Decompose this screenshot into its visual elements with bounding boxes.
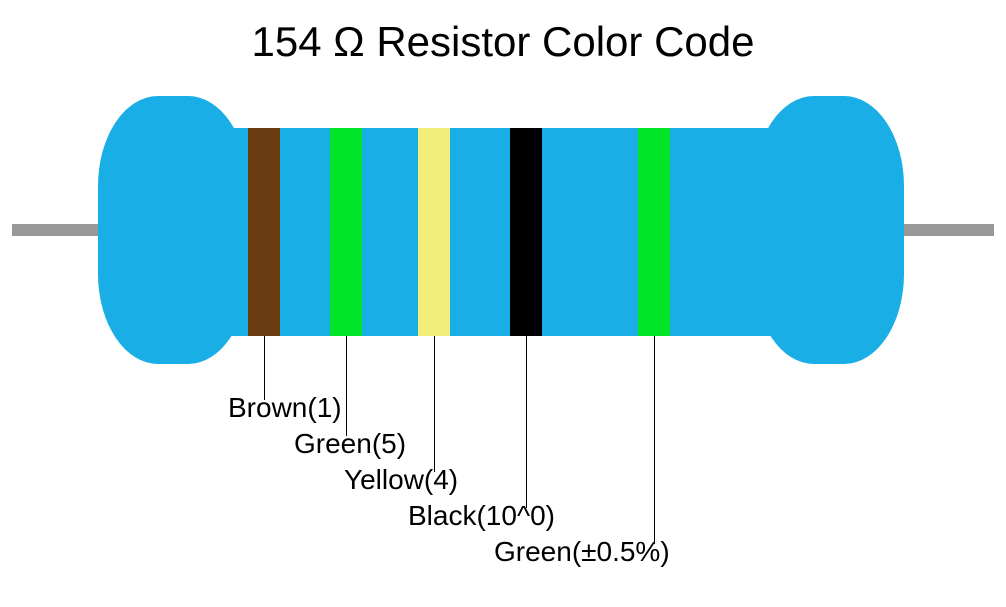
diagram-title: 154 Ω Resistor Color Code [0,18,1006,66]
band-3 [418,128,450,336]
band-3-label: Yellow(4) [344,464,458,496]
band-4-label: Black(10^0) [408,500,555,532]
band-1-label: Brown(1) [228,392,342,424]
band-2-leader [346,336,347,436]
band-3-leader [434,336,435,472]
band-1-leader [264,336,265,400]
diagram-canvas: 154 Ω Resistor Color Code Brown(1) Green(… [0,0,1006,607]
band-1 [248,128,280,336]
band-2 [330,128,362,336]
band-4-leader [526,336,527,508]
band-5-label: Green(±0.5%) [494,536,670,568]
band-5 [638,128,670,336]
band-4 [510,128,542,336]
band-2-label: Green(5) [294,428,406,460]
band-5-leader [654,336,655,544]
